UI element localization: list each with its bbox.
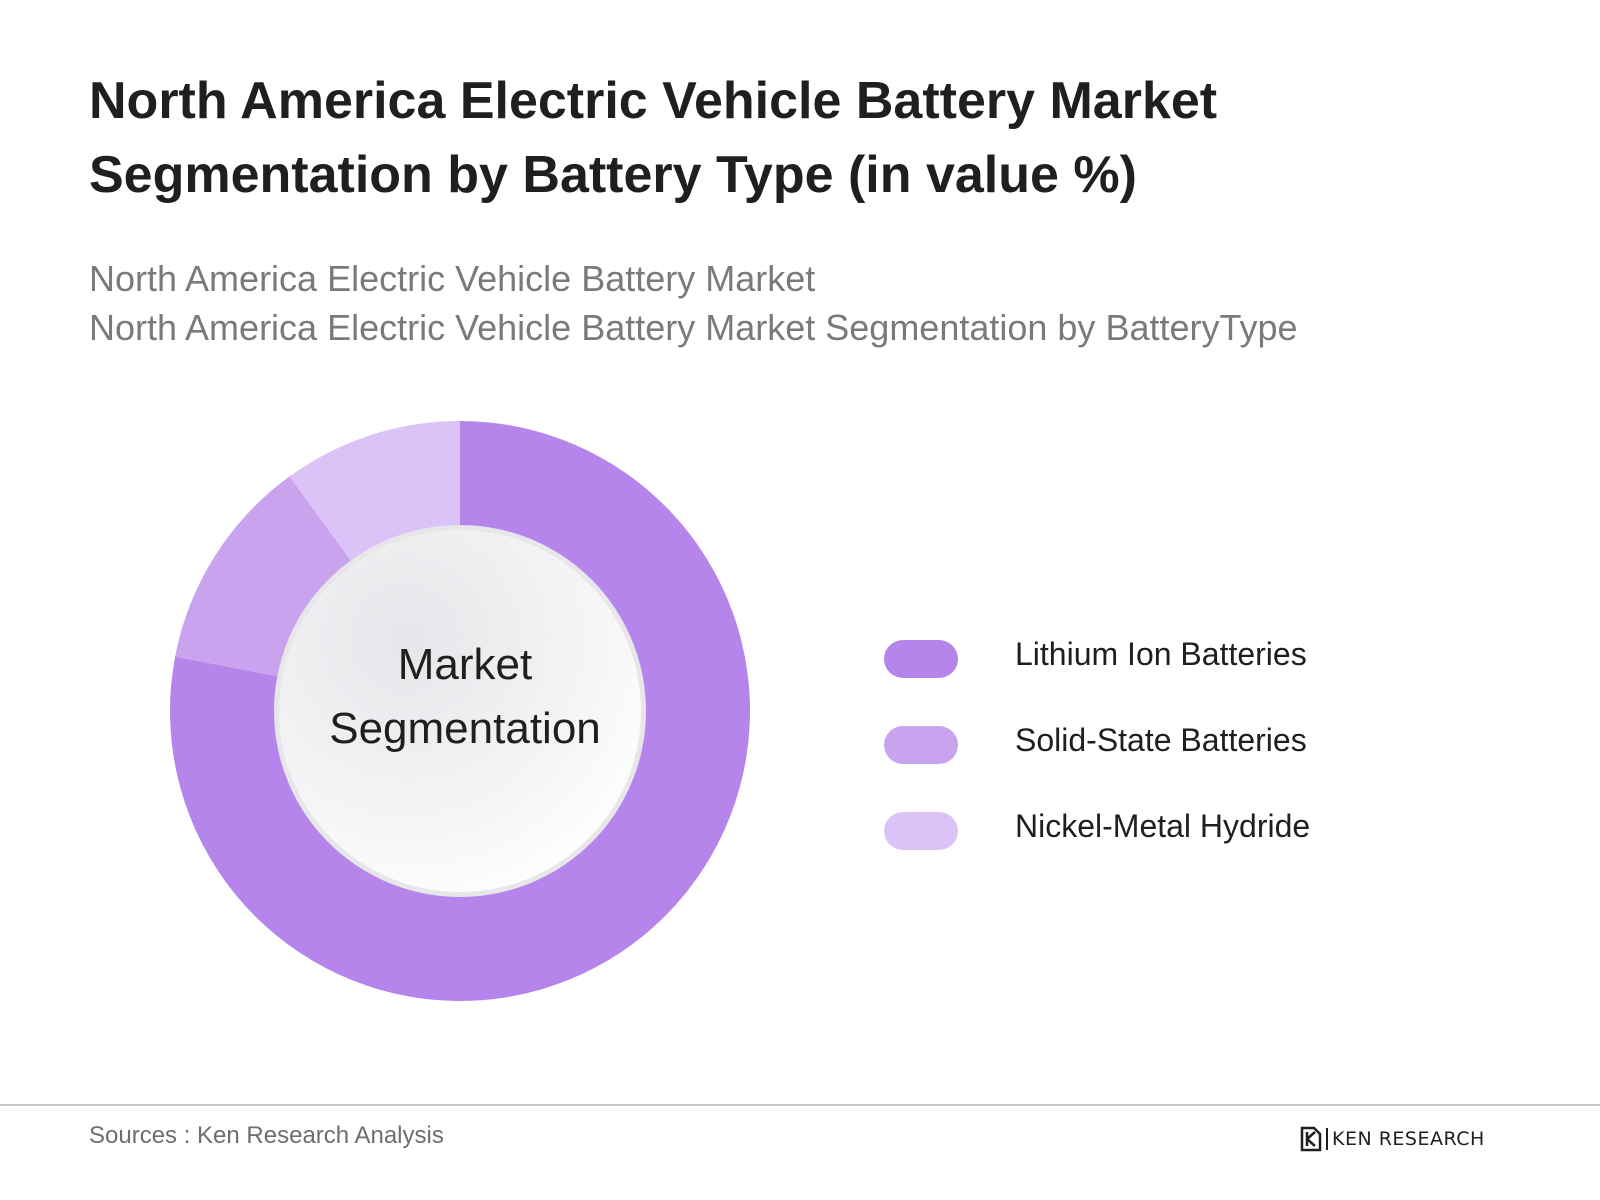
legend-label-nickel-metal-hydride: Nickel-Metal Hydride [1015,808,1311,844]
brand-separator [1326,1128,1328,1150]
donut-center-label-line-1: Market [397,640,533,689]
legend-swatch-lithium-ion [884,640,958,678]
donut-chart [170,421,750,1001]
donut-center-label: Market Segmentation [280,633,650,761]
chart-title: North America Electric Vehicle Battery M… [89,64,1369,212]
donut-center [279,530,641,892]
legend-swatch-nickel-metal-hydride [884,812,958,850]
chart-subtitle-line-2: North America Electric Vehicle Battery M… [89,307,1298,348]
chart-subtitle: North America Electric Vehicle Battery M… [89,254,1298,352]
brand-name: KEN RESEARCH [1332,1128,1485,1150]
footer-divider [0,1104,1600,1106]
chart-title-line-1: North America Electric Vehicle Battery M… [89,72,1218,130]
chart-subtitle-line-1: North America Electric Vehicle Battery M… [89,258,816,299]
source-note: Sources : Ken Research Analysis [89,1122,444,1149]
brand-logo: KEN RESEARCH [1300,1124,1485,1154]
ken-research-logo-icon [1300,1126,1322,1152]
donut-center-label-line-2: Segmentation [329,704,601,753]
legend-label-lithium-ion: Lithium Ion Batteries [1015,636,1307,672]
legend-swatch-solid-state [884,726,958,764]
chart-title-line-2: Segmentation by Battery Type (in value %… [89,146,1137,204]
legend-label-solid-state: Solid-State Batteries [1015,722,1307,758]
